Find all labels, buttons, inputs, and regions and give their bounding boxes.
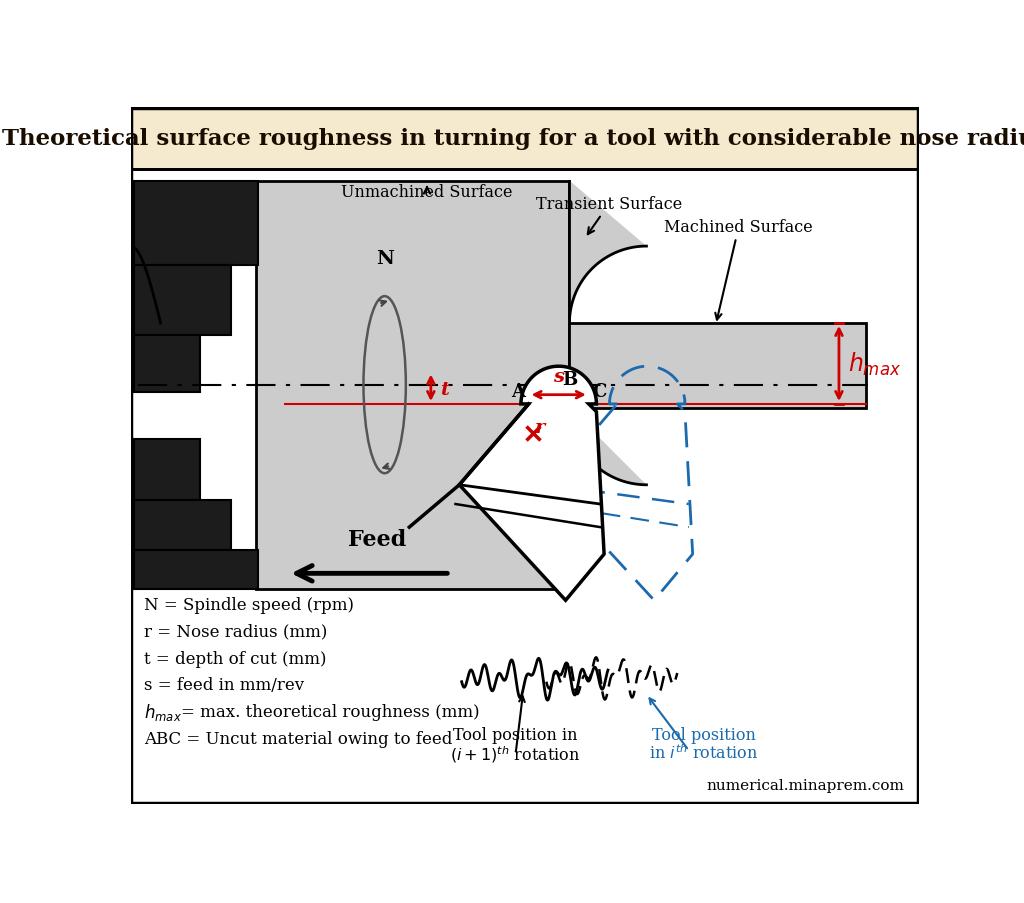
Text: Tool position: Tool position (652, 726, 756, 743)
FancyBboxPatch shape (134, 266, 230, 335)
Text: t: t (440, 380, 450, 398)
Text: r = Nose radius (mm): r = Nose radius (mm) (144, 623, 328, 640)
FancyBboxPatch shape (134, 335, 200, 393)
Text: Machined Surface: Machined Surface (665, 219, 813, 321)
Text: in $i^{th}$ rotation: in $i^{th}$ rotation (649, 743, 759, 762)
Text: $h_{max}$: $h_{max}$ (144, 702, 182, 722)
Text: numerical.minaprem.com: numerical.minaprem.com (707, 778, 904, 792)
Text: Transient Surface: Transient Surface (537, 195, 683, 235)
Text: N: N (376, 249, 393, 267)
Text: Unmachined Surface: Unmachined Surface (341, 184, 513, 200)
Text: $h_{max}$: $h_{max}$ (848, 350, 901, 377)
FancyBboxPatch shape (256, 182, 569, 589)
Text: C: C (593, 383, 607, 401)
FancyBboxPatch shape (134, 439, 200, 500)
Text: ABC = Uncut material owing to feed: ABC = Uncut material owing to feed (144, 731, 453, 748)
Text: $(i+1)^{th}$ rotation: $(i+1)^{th}$ rotation (451, 743, 581, 764)
FancyBboxPatch shape (134, 500, 230, 551)
Text: t = depth of cut (mm): t = depth of cut (mm) (144, 650, 327, 666)
Text: N = Spindle speed (rpm): N = Spindle speed (rpm) (144, 596, 354, 613)
FancyBboxPatch shape (131, 109, 919, 170)
Text: s: s (553, 368, 564, 386)
Polygon shape (569, 182, 646, 323)
FancyBboxPatch shape (134, 551, 258, 589)
Text: B: B (562, 370, 578, 388)
Text: Tool position in: Tool position in (454, 726, 578, 743)
Text: Theoretical surface roughness in turning for a tool with considerable nose radiu: Theoretical surface roughness in turning… (2, 128, 1024, 150)
Text: = max. theoretical roughness (mm): = max. theoretical roughness (mm) (181, 703, 480, 721)
Polygon shape (460, 367, 604, 600)
Polygon shape (569, 408, 646, 589)
FancyBboxPatch shape (134, 182, 258, 266)
Text: r: r (535, 419, 545, 436)
Text: s = feed in mm/rev: s = feed in mm/rev (144, 676, 304, 694)
FancyBboxPatch shape (569, 323, 866, 408)
Text: A: A (512, 383, 525, 401)
Text: Feed: Feed (348, 528, 407, 551)
